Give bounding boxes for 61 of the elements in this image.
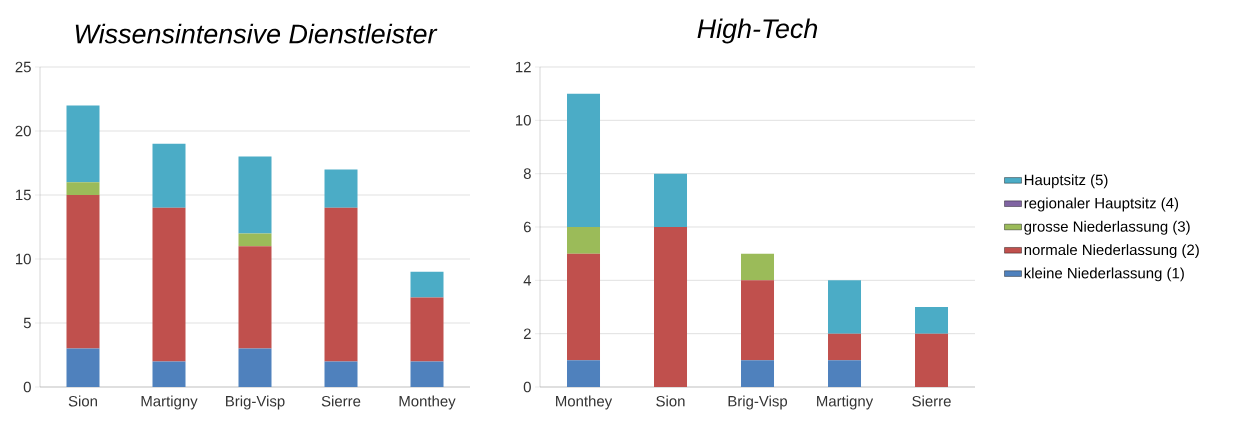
bar xyxy=(152,143,186,208)
bar xyxy=(915,307,949,334)
bar xyxy=(152,207,186,362)
bar xyxy=(741,360,775,387)
legend-label: regionaler Hauptsitz (4) xyxy=(1024,197,1179,212)
y-tick-label: 15 xyxy=(16,189,31,201)
bar xyxy=(66,182,100,195)
bar xyxy=(238,156,272,234)
x-tick-label: Monthey xyxy=(399,395,456,410)
y-tick-label: 4 xyxy=(523,275,532,286)
bar xyxy=(410,271,444,298)
bar xyxy=(828,280,862,334)
bar xyxy=(324,169,358,208)
bar xyxy=(66,105,100,183)
y-tick-label: 12 xyxy=(516,61,531,73)
y-tick-label: 8 xyxy=(523,168,531,179)
bar xyxy=(410,297,444,362)
x-tick-label: Sion xyxy=(656,395,685,407)
chart-title: Wissensintensive Dienstleister xyxy=(75,23,438,44)
x-tick-label: Martigny xyxy=(817,395,874,410)
x-tick-label: Martigny xyxy=(141,395,198,410)
legend-label: grosse Niederlassung (3) xyxy=(1024,220,1190,235)
bar xyxy=(567,227,601,254)
bar xyxy=(741,253,775,281)
bar xyxy=(654,173,688,227)
bar xyxy=(741,280,775,361)
bar xyxy=(828,333,862,361)
y-tick-label: 25 xyxy=(15,61,31,73)
bar xyxy=(238,246,272,349)
legend-label: normale Niederlassung (2) xyxy=(1024,244,1199,259)
legend-label: kleine Niederlassung (1) xyxy=(1024,267,1184,282)
bar xyxy=(654,227,688,387)
y-tick-label: 2 xyxy=(523,328,531,339)
y-tick-label: 6 xyxy=(523,221,531,233)
bar xyxy=(567,360,601,387)
bar xyxy=(324,207,358,362)
y-tick-label: 20 xyxy=(15,125,31,137)
x-tick-label: Sion xyxy=(68,395,97,407)
x-tick-label: Monthey xyxy=(556,395,613,410)
y-tick-label: 10 xyxy=(516,115,531,126)
y-tick-label: 0 xyxy=(23,381,31,393)
y-tick-label: 10 xyxy=(16,253,31,265)
bar xyxy=(152,361,186,387)
bar xyxy=(238,348,272,387)
bar xyxy=(324,361,358,387)
x-tick-label: Brig-Visp xyxy=(728,395,788,410)
bar xyxy=(828,360,862,387)
bar xyxy=(66,195,100,349)
y-tick-label: 0 xyxy=(523,381,531,393)
chart-title: High-Tech xyxy=(697,18,818,44)
y-tick-label: 5 xyxy=(23,317,31,329)
legend-label: Hauptsitz (5) xyxy=(1024,174,1108,189)
bar xyxy=(567,93,601,227)
bar xyxy=(66,348,100,387)
x-tick-label: Sierre xyxy=(912,395,951,407)
bar xyxy=(567,253,601,361)
x-tick-label: Sierre xyxy=(321,395,361,407)
bar xyxy=(410,361,444,387)
bar xyxy=(915,333,949,387)
x-tick-label: Brig-Visp xyxy=(226,395,285,410)
bar xyxy=(238,233,272,247)
